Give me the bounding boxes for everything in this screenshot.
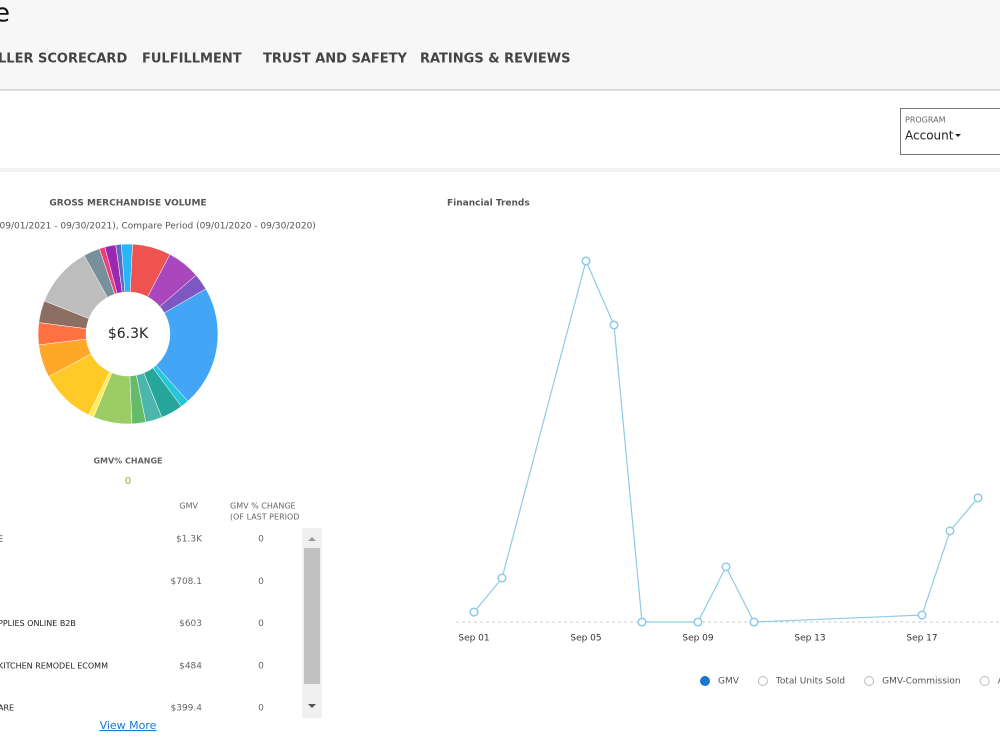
- legend-label[interactable]: GMV-Commission: [882, 677, 961, 687]
- row-gmv: $708.1: [171, 577, 203, 587]
- data-point: [749, 617, 759, 627]
- x-tick-label: Sep 05: [570, 634, 601, 644]
- legend-label[interactable]: AUR: [998, 677, 1000, 687]
- table-header: GMV % CHANGE: [230, 502, 296, 511]
- donut-segment[interactable]: [155, 288, 219, 402]
- donut-subtitle: (09/01/2021 - 09/30/2021), Compare Perio…: [0, 222, 316, 232]
- donut-segment[interactable]: [121, 243, 133, 293]
- row-name: E: [0, 535, 3, 544]
- legend-marker[interactable]: [700, 676, 710, 686]
- header-bg: [0, 0, 1000, 90]
- data-point: [469, 607, 479, 617]
- row-change: 0: [258, 577, 264, 587]
- row-gmv: $1.3K: [176, 535, 203, 545]
- program-value[interactable]: Account: [905, 129, 954, 143]
- data-point: [497, 573, 507, 583]
- page-title: e: [0, 0, 10, 29]
- data-point: [581, 256, 591, 266]
- row-name: ARE: [0, 704, 14, 713]
- data-point: [917, 610, 927, 620]
- legend-marker[interactable]: [757, 676, 768, 686]
- x-tick-label: Sep 09: [682, 634, 714, 644]
- table-header: (OF LAST PERIOD: [230, 513, 299, 522]
- line-title: Financial Trends: [447, 199, 530, 209]
- data-point: [609, 320, 619, 330]
- row-change: 0: [258, 704, 264, 714]
- x-tick-label: Sep 13: [794, 634, 825, 644]
- tab[interactable]: TRUST AND SAFETY: [263, 52, 408, 67]
- x-tick-label: Sep 01: [458, 634, 489, 644]
- program-label: PROGRAM: [905, 116, 946, 125]
- scroll-up[interactable]: [308, 537, 316, 541]
- table: E $1.3K 0 $708.1 0 PPLIES ONLINE B2B $603 0 KITC…: [0, 535, 264, 714]
- data-point: [637, 617, 647, 627]
- donut-title: GROSS MERCHANDISE VOLUME: [49, 199, 206, 209]
- legend-marker[interactable]: [979, 676, 990, 686]
- row-gmv: $399.4: [171, 704, 203, 714]
- gmv-change-value: 0: [125, 476, 131, 487]
- row-change: 0: [258, 661, 264, 671]
- row-change: 0: [258, 619, 264, 629]
- data-point: [973, 493, 983, 503]
- row-change: 0: [258, 535, 264, 545]
- tab[interactable]: RATINGS & REVIEWS: [420, 52, 570, 67]
- data-point: [721, 562, 731, 572]
- data-point: [693, 617, 703, 627]
- x-tick-label: Sep 17: [906, 634, 937, 644]
- gmv-change-label: GMV% CHANGE: [93, 457, 162, 466]
- scrollbar-thumb[interactable]: [304, 548, 320, 684]
- row-name: KITCHEN REMODEL ECOMM: [0, 661, 108, 670]
- line-chart: Sep 01 Sep 05 Sep 09 Sep 13 Sep 17 GMV Total U…: [456, 256, 1000, 687]
- data-point: [945, 526, 955, 536]
- legend-marker[interactable]: [864, 676, 875, 686]
- legend-label[interactable]: Total Units Sold: [775, 677, 845, 687]
- row-gmv: $484: [179, 661, 202, 671]
- tab[interactable]: LLER SCORECARD: [0, 52, 127, 67]
- donut-center-label: $6.3K: [108, 326, 149, 342]
- separator: [0, 168, 1000, 172]
- tab[interactable]: FULFILLMENT: [142, 52, 242, 67]
- legend-label[interactable]: GMV: [718, 677, 740, 687]
- row-name: PPLIES ONLINE B2B: [0, 619, 76, 628]
- view-more-link[interactable]: View More: [100, 719, 157, 732]
- scroll-down[interactable]: [308, 704, 316, 708]
- program-select[interactable]: [900, 108, 1000, 155]
- table-header: GMV: [179, 502, 198, 511]
- donut: [37, 243, 219, 425]
- dropdown-caret: [955, 134, 961, 137]
- row-gmv: $603: [179, 619, 202, 629]
